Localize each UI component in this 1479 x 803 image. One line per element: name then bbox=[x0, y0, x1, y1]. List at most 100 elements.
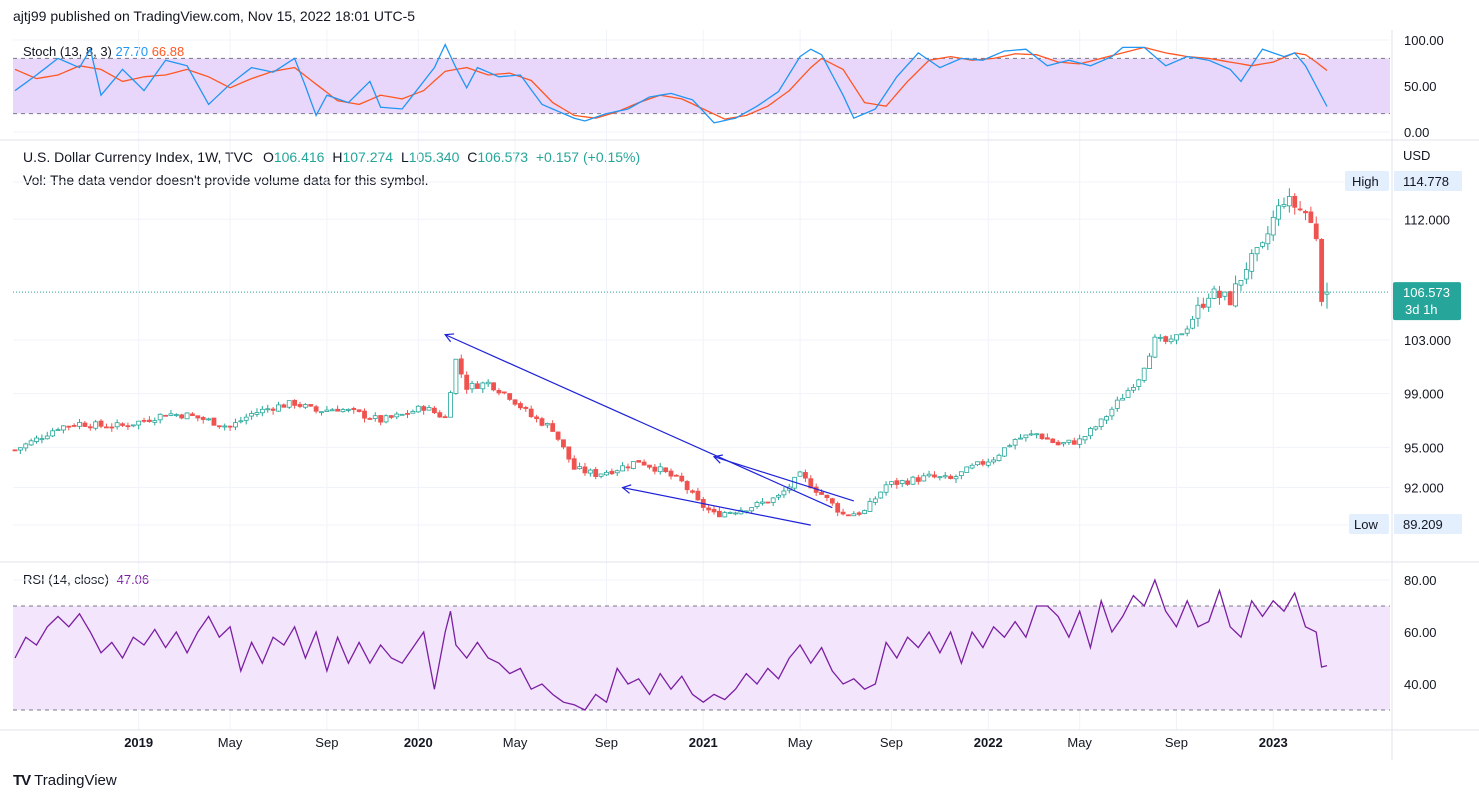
candle bbox=[233, 418, 238, 430]
candle-body bbox=[932, 474, 937, 478]
candle bbox=[1061, 442, 1066, 447]
candle-body bbox=[948, 475, 954, 480]
candle bbox=[1093, 425, 1099, 431]
candle-body bbox=[910, 476, 916, 485]
candle-body bbox=[630, 461, 636, 469]
candle bbox=[587, 468, 593, 477]
candle-body bbox=[555, 431, 561, 440]
stoch-legend[interactable]: Stoch (13, 8, 3) 27.70 66.88 bbox=[23, 44, 184, 59]
candle-body bbox=[641, 461, 647, 466]
candle-body bbox=[308, 404, 314, 407]
candle bbox=[405, 410, 410, 419]
trendline-arrow bbox=[444, 333, 455, 343]
price-axis-label: 95.000 bbox=[1404, 440, 1444, 455]
candle-body bbox=[1276, 205, 1282, 220]
candle bbox=[598, 473, 604, 479]
candle bbox=[1012, 438, 1018, 450]
candle-body bbox=[1195, 304, 1201, 319]
candle bbox=[609, 468, 615, 475]
candle-body bbox=[636, 460, 642, 463]
candle bbox=[630, 461, 636, 470]
candle bbox=[222, 423, 228, 431]
candle bbox=[797, 470, 803, 477]
trendline bbox=[622, 486, 811, 526]
candle bbox=[1131, 384, 1136, 394]
candle bbox=[179, 413, 185, 420]
candle bbox=[1066, 439, 1072, 446]
candle-body bbox=[889, 481, 894, 485]
candle bbox=[749, 507, 755, 514]
candle-body bbox=[1179, 333, 1185, 336]
candle bbox=[1319, 238, 1325, 307]
candle bbox=[265, 404, 271, 413]
candle-body bbox=[1001, 447, 1007, 457]
candle-body bbox=[292, 399, 298, 406]
candle-body bbox=[803, 472, 808, 479]
candle bbox=[12, 449, 18, 452]
candle-body bbox=[899, 480, 905, 484]
candle-body bbox=[523, 407, 529, 409]
candle bbox=[195, 415, 201, 422]
candle-body bbox=[179, 414, 185, 419]
candle-body bbox=[442, 416, 448, 419]
candle bbox=[340, 407, 346, 413]
candle bbox=[534, 414, 539, 423]
time-axis-label: 2020 bbox=[404, 735, 433, 750]
footer-brand[interactable]: TV TradingView bbox=[13, 772, 117, 789]
candle-body bbox=[582, 466, 588, 474]
candle-body bbox=[184, 412, 190, 420]
candle bbox=[1104, 415, 1109, 424]
candle-body bbox=[1265, 233, 1271, 245]
candle-body bbox=[835, 503, 841, 513]
candle bbox=[512, 399, 518, 407]
candle-body bbox=[1249, 253, 1255, 272]
candle-body bbox=[695, 490, 701, 501]
candle bbox=[1050, 437, 1056, 444]
candle bbox=[475, 381, 480, 389]
candle-body bbox=[157, 413, 163, 421]
candle-body bbox=[120, 423, 125, 426]
candle bbox=[34, 435, 39, 444]
candle bbox=[996, 453, 1002, 462]
candle bbox=[1233, 275, 1238, 308]
candle bbox=[383, 414, 389, 424]
candle bbox=[765, 501, 771, 504]
price-legend[interactable]: U.S. Dollar Currency Index, 1W, TVC O106… bbox=[23, 149, 640, 165]
candle-body bbox=[1104, 416, 1109, 421]
candle bbox=[87, 423, 93, 431]
candle bbox=[1071, 437, 1077, 445]
candle-body bbox=[319, 411, 324, 414]
candle bbox=[555, 431, 561, 442]
candle-body bbox=[227, 425, 233, 428]
candle bbox=[711, 506, 717, 515]
currency-label: USD bbox=[1403, 148, 1430, 163]
candle bbox=[980, 459, 986, 467]
candle-body bbox=[571, 458, 577, 470]
time-axis-label: 2022 bbox=[974, 735, 1003, 750]
candle-body bbox=[620, 465, 626, 472]
candle bbox=[1195, 297, 1201, 327]
candle bbox=[625, 463, 631, 472]
candle bbox=[1034, 433, 1040, 439]
candle bbox=[872, 496, 878, 506]
time-axis-label: 2021 bbox=[689, 735, 718, 750]
stoch-band bbox=[13, 58, 1390, 114]
candle-body bbox=[781, 490, 787, 496]
candle-body bbox=[464, 374, 470, 390]
candle bbox=[668, 468, 674, 480]
candle-body bbox=[770, 497, 776, 503]
candle bbox=[1276, 198, 1282, 226]
candle-body bbox=[17, 447, 23, 451]
candle bbox=[1120, 393, 1126, 401]
candle bbox=[856, 511, 862, 517]
candle bbox=[1206, 293, 1212, 312]
candle bbox=[673, 474, 679, 477]
candle-body bbox=[975, 461, 980, 466]
candle-body bbox=[168, 413, 174, 416]
candle-body bbox=[372, 415, 378, 419]
trendline bbox=[444, 334, 833, 509]
candle bbox=[577, 462, 582, 470]
rsi-axis-label: 60.00 bbox=[1404, 625, 1437, 640]
candle-body bbox=[942, 475, 948, 478]
